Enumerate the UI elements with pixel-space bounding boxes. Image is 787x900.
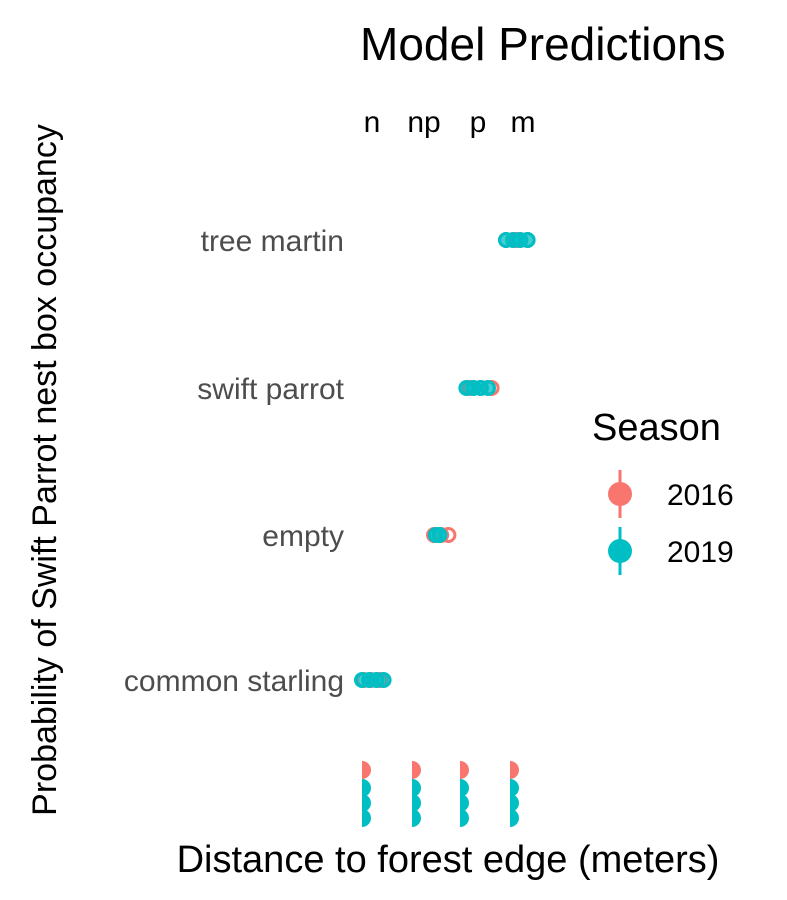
bottom-mark-3-0 [510,761,519,779]
top-strip-label-1: np [407,106,440,139]
bottom-mark-3-3 [510,809,519,827]
bottom-mark-3-2 [510,794,519,812]
point-2019-3-3 [519,232,536,248]
legend-label-1: 2019 [667,536,734,569]
top-strip-labels: n np p m [364,106,536,139]
legend-title: Season [592,407,721,449]
bottom-mark-0-1 [362,779,371,797]
top-strip-label-0: n [364,106,381,139]
legend-key-0 [608,482,632,506]
bottom-mark-2-3 [460,809,469,827]
top-strip-label-3: m [511,106,536,139]
legend-key-1 [608,539,632,563]
y-tick-label-3: tree martin [201,225,344,258]
legend: Season 2016 2019 [592,407,734,575]
top-strip-label-2: p [470,106,487,139]
point-2019-0-3 [375,672,392,688]
bottom-mark-1-1 [412,779,421,797]
y-tick-label-2: swift parrot [197,373,344,406]
bottom-mark-1-0 [412,761,421,779]
bottom-mark-0-2 [362,794,371,812]
y-tick-label-0: common starling [124,665,344,698]
bottom-mark-2-2 [460,794,469,812]
bottom-mark-0-3 [362,809,371,827]
bottom-mark-3-1 [510,779,519,797]
y-axis-label: Probability of Swift Parrot nest box occ… [26,124,64,816]
bottom-marks [362,761,519,827]
plot-points [354,232,536,688]
point-2019-2-3 [480,380,496,396]
point-2019-1-1 [431,527,448,543]
bottom-mark-1-2 [412,794,421,812]
bottom-mark-1-3 [412,809,421,827]
bottom-mark-2-1 [460,779,469,797]
chart-title: Model Predictions [360,18,726,70]
bottom-mark-2-0 [460,761,469,779]
x-axis-label: Distance to forest edge (meters) [177,839,720,881]
bottom-mark-0-0 [362,761,371,779]
legend-label-0: 2016 [667,479,734,512]
y-tick-labels: common starling empty swift parrot tree mar… [124,225,345,698]
y-tick-label-1: empty [262,520,344,553]
